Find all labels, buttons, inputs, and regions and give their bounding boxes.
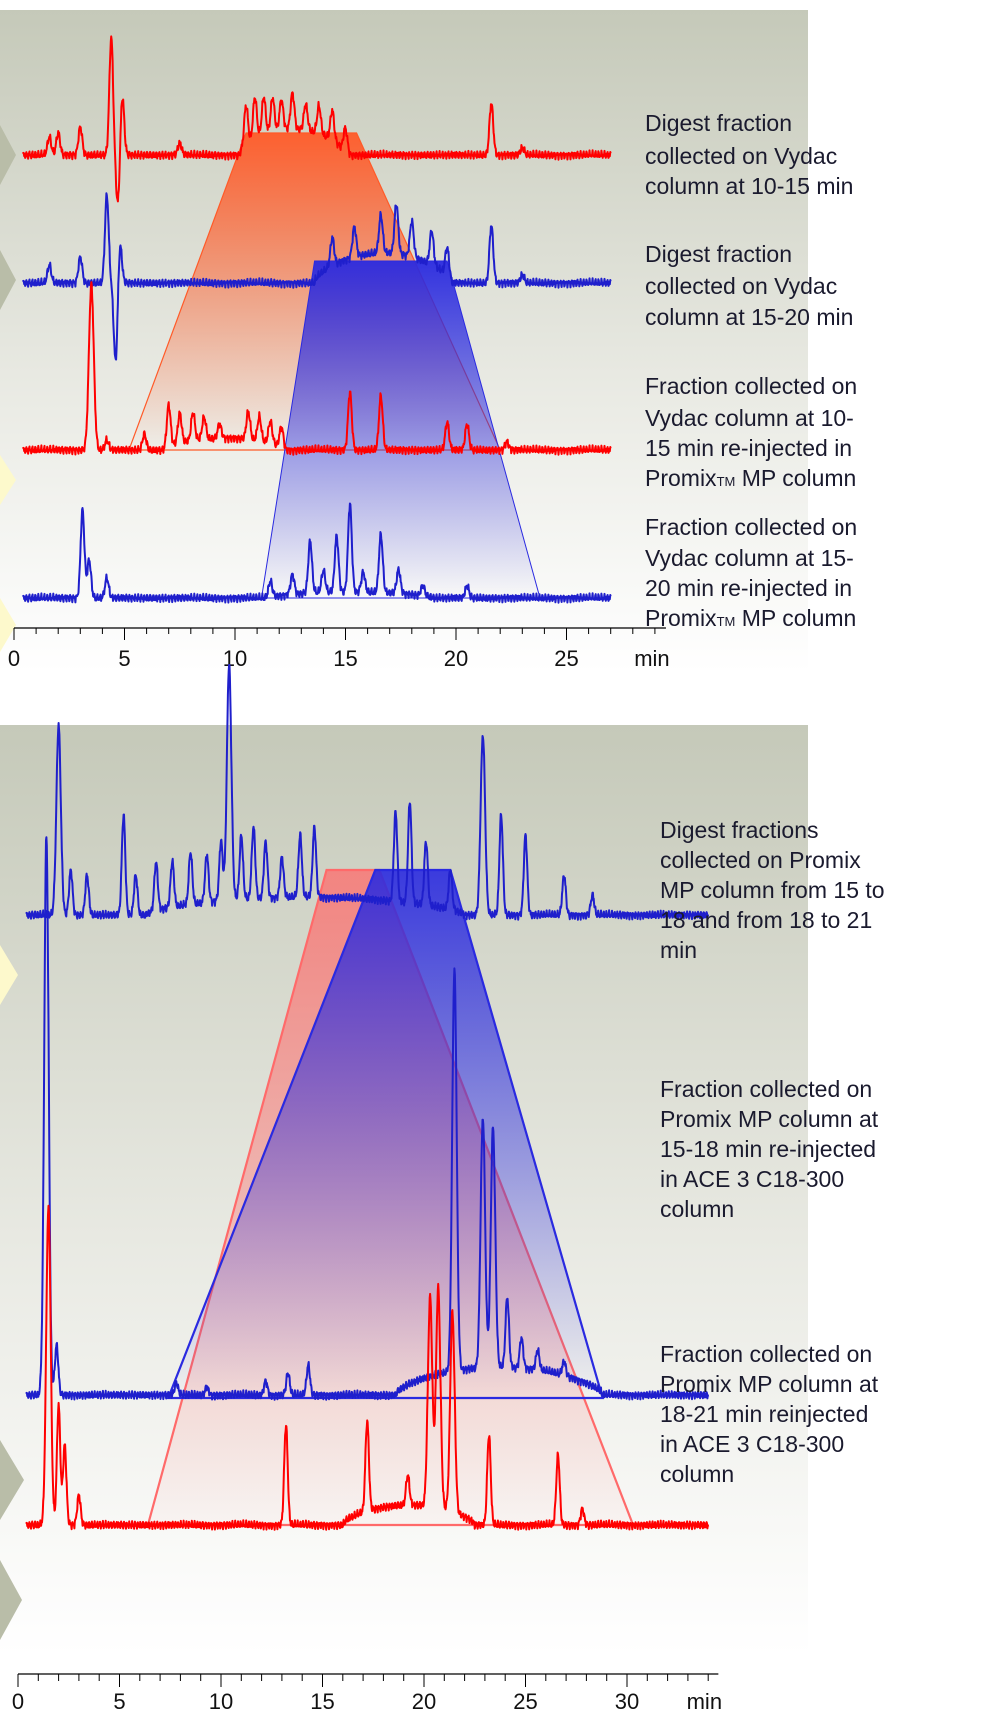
trace-label-line: column <box>660 1461 734 1487</box>
trace-label-line: collected on Vydac <box>645 143 837 169</box>
trace-label-line: collected on Promix <box>660 847 861 873</box>
x-tick-label: 0 <box>12 1689 24 1712</box>
trace-label-line: min <box>660 937 697 963</box>
trace-group <box>21 35 612 604</box>
x-axis-unit-label: min <box>634 646 669 671</box>
trace-label-line: 18-21 min reinjected <box>660 1401 868 1427</box>
trace-label-line: Digest fractions <box>660 817 819 843</box>
x-axis: 0 5 10 15 20 25 min <box>8 627 670 671</box>
x-tick-label: 10 <box>223 646 247 671</box>
trace-group <box>25 664 710 1531</box>
trace-label-line: Fraction collected on <box>660 1076 872 1102</box>
trace-label-line: PromixTM MP column <box>645 605 856 631</box>
marker-4 <box>0 598 16 652</box>
trace-label-line: in ACE 3 C18-300 <box>660 1431 844 1457</box>
trace-label-line: Vydac column at 10- <box>645 405 854 431</box>
trace-2 <box>25 836 710 1401</box>
trace-label-line: Digest fraction <box>645 241 792 267</box>
x-tick-label: 20 <box>412 1689 436 1712</box>
trace-label-line: in ACE 3 C18-300 <box>660 1166 844 1192</box>
trace-label-line: Digest fraction <box>645 110 792 136</box>
x-tick-label: 25 <box>513 1689 537 1712</box>
trace-label-line: Fraction collected on <box>645 373 857 399</box>
x-tick-label: 20 <box>444 646 468 671</box>
trace-3 <box>25 1204 710 1531</box>
x-tick-label: 5 <box>113 1689 125 1712</box>
trace-label-line: column at 15-20 min <box>645 304 853 330</box>
trace-label-line: PromixTM MP column <box>645 465 856 491</box>
x-tick-label: 10 <box>209 1689 233 1712</box>
trace-labels: Digest fraction collected on Vydac column … <box>645 110 857 631</box>
x-tick-label: 15 <box>333 646 357 671</box>
highlight-region <box>166 868 605 1400</box>
trace-label-line: column <box>660 1196 734 1222</box>
chart-top: 0 5 10 15 20 25 min Digest fraction collected o… <box>8 35 857 671</box>
trace-label-line: 18 and from 18 to 21 <box>660 907 872 933</box>
marker-5 <box>0 945 18 1005</box>
trace-label-line: 15-18 min re-injected <box>660 1136 876 1162</box>
x-tick-label: 30 <box>615 1689 639 1712</box>
chart-bottom: 0 5 10 15 20 25 30 min Digest fractions collecte… <box>12 664 885 1712</box>
trace-labels: Digest fractions collected on Promix MP co… <box>660 817 885 1487</box>
x-axis-unit-label: min <box>687 1689 722 1712</box>
trace-label-line: column at 10-15 min <box>645 173 853 199</box>
highlight-regions <box>128 132 541 599</box>
x-tick-label: 0 <box>8 646 20 671</box>
trademark-mark: TM <box>717 474 736 489</box>
trace-label-line: 15 min re-injected in <box>645 435 852 461</box>
trace-4 <box>21 502 612 604</box>
trace-label-line: Promix MP column at <box>660 1371 879 1397</box>
trace-1 <box>25 664 710 921</box>
marker-3 <box>0 455 16 505</box>
trace-label-line: collected on Vydac <box>645 273 837 299</box>
trace-label-line: 20 min re-injected in <box>645 575 852 601</box>
trace-label-line: Fraction collected on <box>645 514 857 540</box>
trace-label-line: Vydac column at 15- <box>645 545 854 571</box>
trace-label-line: Fraction collected on <box>660 1341 872 1367</box>
marker-2 <box>0 250 16 310</box>
trace-1 <box>21 35 612 203</box>
x-axis: 0 5 10 15 20 25 30 min <box>12 1673 722 1712</box>
x-tick-label: 25 <box>554 646 578 671</box>
marker-7 <box>0 1560 22 1640</box>
x-tick-label: 5 <box>118 646 130 671</box>
trace-label-line: MP column from 15 to <box>660 877 885 903</box>
trace-label-line: Promix MP column at <box>660 1106 879 1132</box>
trademark-mark: TM <box>717 614 736 629</box>
x-tick-label: 15 <box>310 1689 334 1712</box>
trace-2 <box>21 192 612 361</box>
trace-3 <box>21 281 612 456</box>
marker-6 <box>0 1440 24 1520</box>
marker-1 <box>0 125 16 185</box>
